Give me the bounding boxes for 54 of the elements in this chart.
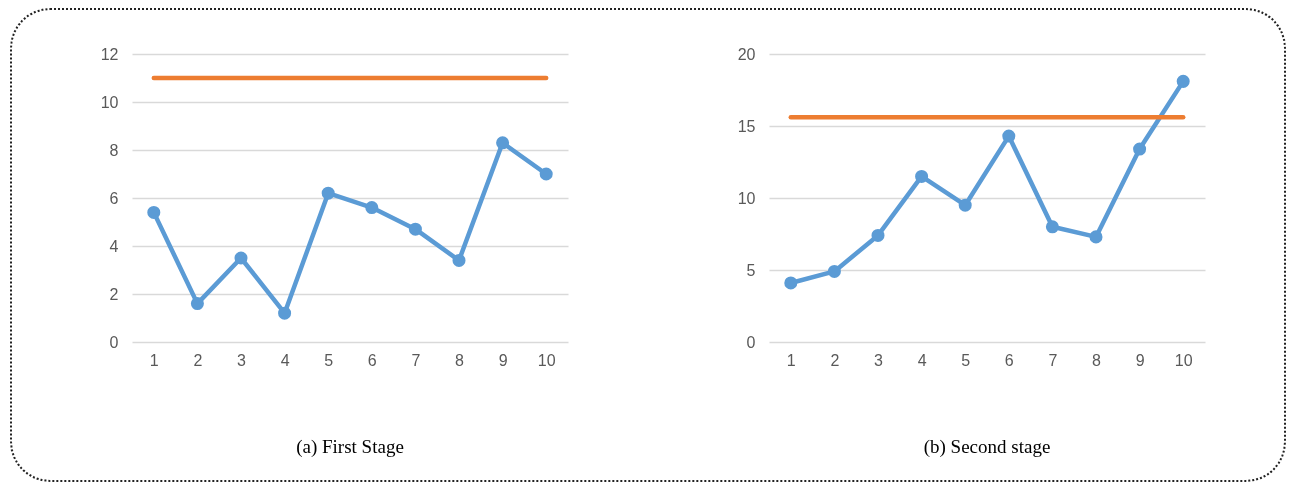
point [278, 306, 292, 320]
x-tick-label: 6 [367, 351, 377, 369]
y-tick-label: 6 [109, 189, 119, 207]
point [147, 205, 161, 219]
point [915, 169, 929, 183]
text: (a) First Stage [296, 436, 404, 458]
point [321, 186, 335, 200]
y-tick-label: 12 [100, 45, 119, 63]
y-tick-label: 10 [100, 93, 119, 111]
x-tick-label: 9 [1135, 351, 1145, 369]
x-tick-label: 4 [280, 351, 290, 369]
x-tick-label: 2 [193, 351, 203, 369]
y-tick-label: 0 [109, 333, 119, 351]
point [539, 167, 553, 181]
x-tick-label: 6 [1004, 351, 1014, 369]
y-tick-label: 10 [737, 189, 756, 207]
point [1045, 220, 1059, 234]
point [871, 228, 885, 242]
text: (b) Second stage [923, 436, 1051, 458]
x-tick-label: 7 [411, 351, 421, 369]
x-tick-label: 10 [1174, 351, 1193, 369]
y-tick-label: 8 [109, 141, 119, 159]
x-tick-label: 8 [1092, 351, 1102, 369]
x-tick-label: 4 [917, 351, 927, 369]
point [1002, 129, 1016, 143]
point [190, 297, 204, 311]
x-tick-label: 5 [961, 351, 971, 369]
point [958, 198, 972, 212]
y-tick-label: 5 [746, 261, 756, 279]
point [234, 251, 248, 265]
x-tick-label: 3 [237, 351, 247, 369]
x-tick-label: 9 [498, 351, 508, 369]
y-tick-label: 2 [109, 285, 119, 303]
x-tick-label: 1 [786, 351, 796, 369]
point [827, 264, 841, 278]
point [1133, 142, 1147, 156]
point [496, 136, 510, 150]
x-tick-label: 2 [830, 351, 840, 369]
y-tick-label: 0 [746, 333, 756, 351]
x-tick-label: 5 [324, 351, 334, 369]
y-tick-label: 20 [737, 45, 756, 63]
point [365, 201, 379, 215]
x-tick-label: 8 [455, 351, 465, 369]
y-tick-label: 4 [109, 237, 119, 255]
point [1089, 230, 1103, 244]
x-tick-label: 7 [1048, 351, 1058, 369]
point [784, 276, 798, 290]
point [408, 222, 422, 236]
x-tick-label: 3 [874, 351, 884, 369]
x-tick-label: 10 [537, 351, 556, 369]
x-tick-label: 1 [149, 351, 159, 369]
y-tick-label: 15 [737, 117, 756, 135]
point [1176, 74, 1190, 88]
point [452, 253, 466, 267]
